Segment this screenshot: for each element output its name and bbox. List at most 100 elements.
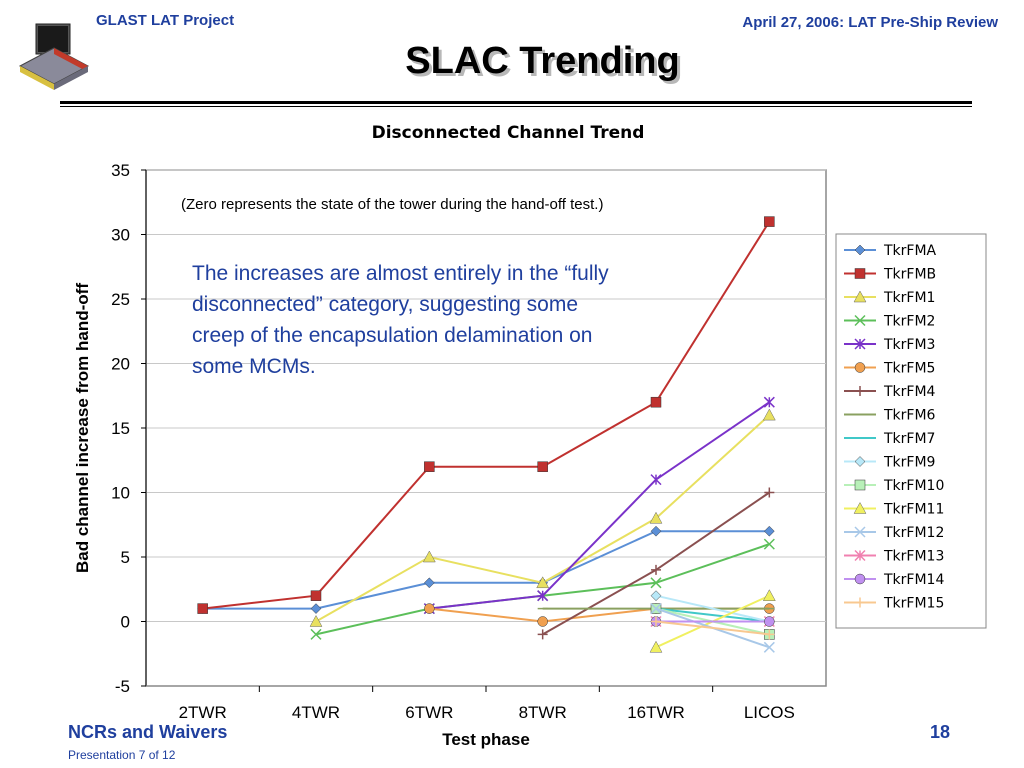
data-point <box>537 590 549 602</box>
y-tick-label: -5 <box>115 677 130 696</box>
legend-label: TkrFM15 <box>883 596 944 612</box>
legend-marker <box>854 362 866 373</box>
legend-label: TkrFM5 <box>883 361 935 377</box>
data-point <box>763 396 775 408</box>
data-point <box>762 408 776 421</box>
y-tick-label: 20 <box>111 355 130 374</box>
y-tick-label: 5 <box>121 548 130 567</box>
data-point <box>423 577 435 589</box>
series-line <box>655 594 770 623</box>
line-chart: Disconnected Channel Trend 35 30 25 20 15 10 5… <box>73 123 987 749</box>
legend-marker <box>853 290 867 303</box>
x-tick-label: 16TWR <box>627 703 685 722</box>
y-tick-label: 30 <box>111 226 130 245</box>
x-axis-label: Test phase <box>442 730 530 749</box>
legend-marker <box>853 501 867 514</box>
series-line <box>655 620 770 636</box>
satellite-logo-icon <box>14 14 94 92</box>
page-number: 18 <box>930 722 951 742</box>
legend-marker <box>854 244 866 256</box>
legend-marker <box>854 314 866 327</box>
data-point <box>650 603 662 615</box>
legend-label: TkrFM7 <box>883 431 935 447</box>
data-point <box>649 640 663 653</box>
y-tick-label: 35 <box>111 161 130 180</box>
footer-presentation: Presentation 7 of 12 <box>68 748 176 762</box>
series-line <box>429 401 770 610</box>
legend-label: TkrFM2 <box>883 314 935 330</box>
data-point <box>310 590 322 601</box>
legend-marker <box>855 597 865 608</box>
x-tick-label: 6TWR <box>405 703 453 722</box>
data-point <box>763 538 775 550</box>
legend-label: TkrFM11 <box>883 502 944 518</box>
data-point <box>649 511 663 524</box>
chart-title: Disconnected Channel Trend <box>372 123 645 143</box>
title-rule-thin <box>60 106 972 107</box>
legend-marker <box>854 549 866 562</box>
data-point <box>764 487 775 498</box>
data-point <box>536 576 550 589</box>
data-point <box>310 628 322 640</box>
y-tick-label: 10 <box>111 484 130 503</box>
y-axis-label: Bad channel increase from hand-off <box>73 283 92 573</box>
x-tick-label: 2TWR <box>179 703 227 722</box>
legend-label: TkrFMB <box>883 267 936 283</box>
series-line <box>202 221 771 610</box>
data-point <box>309 614 323 627</box>
data-point <box>650 474 662 486</box>
chart-callout: The increases are almost entirely in the… <box>192 262 609 378</box>
legend-marker <box>854 479 866 491</box>
data-point <box>763 525 775 537</box>
data-point <box>764 216 775 227</box>
legend-marker <box>854 526 866 538</box>
legend-label: TkrFM9 <box>883 455 935 471</box>
legend-label: TkrFM6 <box>883 408 936 424</box>
data-point <box>764 629 775 640</box>
series-line <box>202 530 770 610</box>
data-point <box>650 590 662 602</box>
legend-marker <box>854 338 866 350</box>
x-tick-label: 4TWR <box>292 703 340 722</box>
series-line <box>655 607 770 623</box>
title-rule <box>60 101 972 104</box>
project-name: GLAST LAT Project <box>96 12 235 29</box>
data-point <box>424 461 435 472</box>
y-tick-label: 25 <box>111 290 130 309</box>
data-point <box>651 564 661 575</box>
data-point <box>763 641 775 653</box>
legend-label: TkrFM14 <box>883 572 944 588</box>
legend-label: TkrFMA <box>883 243 937 259</box>
y-tick-label: 0 <box>121 613 130 632</box>
data-point <box>197 603 208 614</box>
data-point <box>762 589 776 601</box>
legend-label: TkrFM12 <box>883 525 944 541</box>
data-point <box>310 603 322 614</box>
data-point <box>650 577 662 589</box>
legend-label: TkrFM10 <box>883 478 944 494</box>
data-point <box>424 603 435 614</box>
x-tick-label: LICOS <box>744 703 795 722</box>
data-point <box>537 629 548 640</box>
data-point <box>650 525 662 537</box>
y-tick-label: 15 <box>111 419 130 438</box>
legend-label: TkrFM1 <box>883 290 935 306</box>
slide-title: SLAC Trending <box>405 40 680 82</box>
data-point <box>651 616 661 627</box>
legend-marker <box>854 268 866 279</box>
data-point <box>537 461 548 472</box>
legend-marker <box>854 456 866 467</box>
data-point <box>764 616 775 627</box>
data-point <box>422 550 436 563</box>
legend-label: TkrFM3 <box>883 337 935 353</box>
legend-label: TkrFM4 <box>883 384 936 400</box>
data-point <box>650 396 662 408</box>
data-point <box>537 616 548 627</box>
legend-marker <box>855 386 865 396</box>
legend-marker <box>854 573 866 585</box>
chart-note: (Zero represents the state of the tower … <box>181 196 604 213</box>
legend-label: TkrFM13 <box>883 549 944 565</box>
review-date: April 27, 2006: LAT Pre-Ship Review <box>742 14 998 31</box>
x-tick-label: 8TWR <box>519 703 567 722</box>
footer-section: NCRs and Waivers <box>68 722 228 742</box>
